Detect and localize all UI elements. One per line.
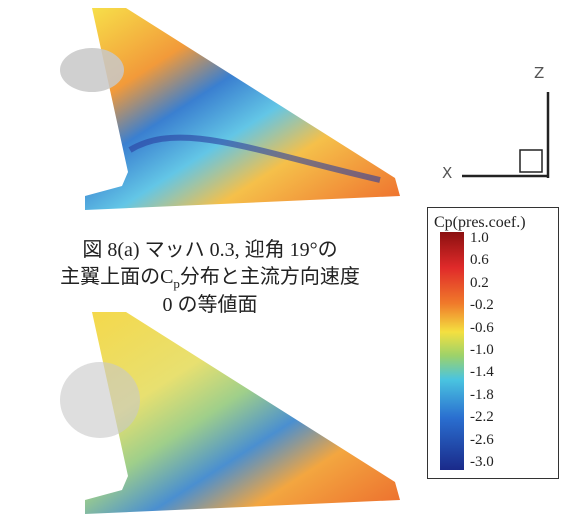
legend-label: 1.0 — [470, 230, 489, 247]
legend-label: -0.2 — [470, 297, 494, 314]
caption-line: 図 8(a) マッハ 0.3, 迎角 19°の — [0, 233, 420, 262]
legend-label: -1.0 — [470, 342, 494, 359]
axis-label: X — [442, 164, 452, 182]
legend-label: 0.2 — [470, 275, 489, 292]
legend-label: -2.2 — [470, 409, 494, 426]
legend-label: -1.4 — [470, 364, 494, 381]
legend-label: -0.6 — [470, 320, 494, 337]
axis-label: Z — [534, 64, 544, 82]
legend-label: -2.6 — [470, 432, 494, 449]
legend-label: -1.8 — [470, 387, 494, 404]
wing-contour — [85, 8, 400, 210]
legend-label: -3.0 — [470, 454, 494, 471]
caption-line: 0 の等値面 — [0, 288, 420, 317]
caption-text: 分布と主流方向速度 — [180, 266, 360, 288]
iso-surface — [60, 48, 124, 92]
legend-label: 0.6 — [470, 252, 489, 269]
y-axis-box — [520, 150, 542, 172]
iso-surface — [60, 362, 140, 438]
page: Z X 図 8(a) マッハ 0.3, 迎角 19°の 主翼上面のCp分布と主流… — [0, 0, 567, 528]
caption-text: 主翼上面のC — [60, 266, 173, 288]
